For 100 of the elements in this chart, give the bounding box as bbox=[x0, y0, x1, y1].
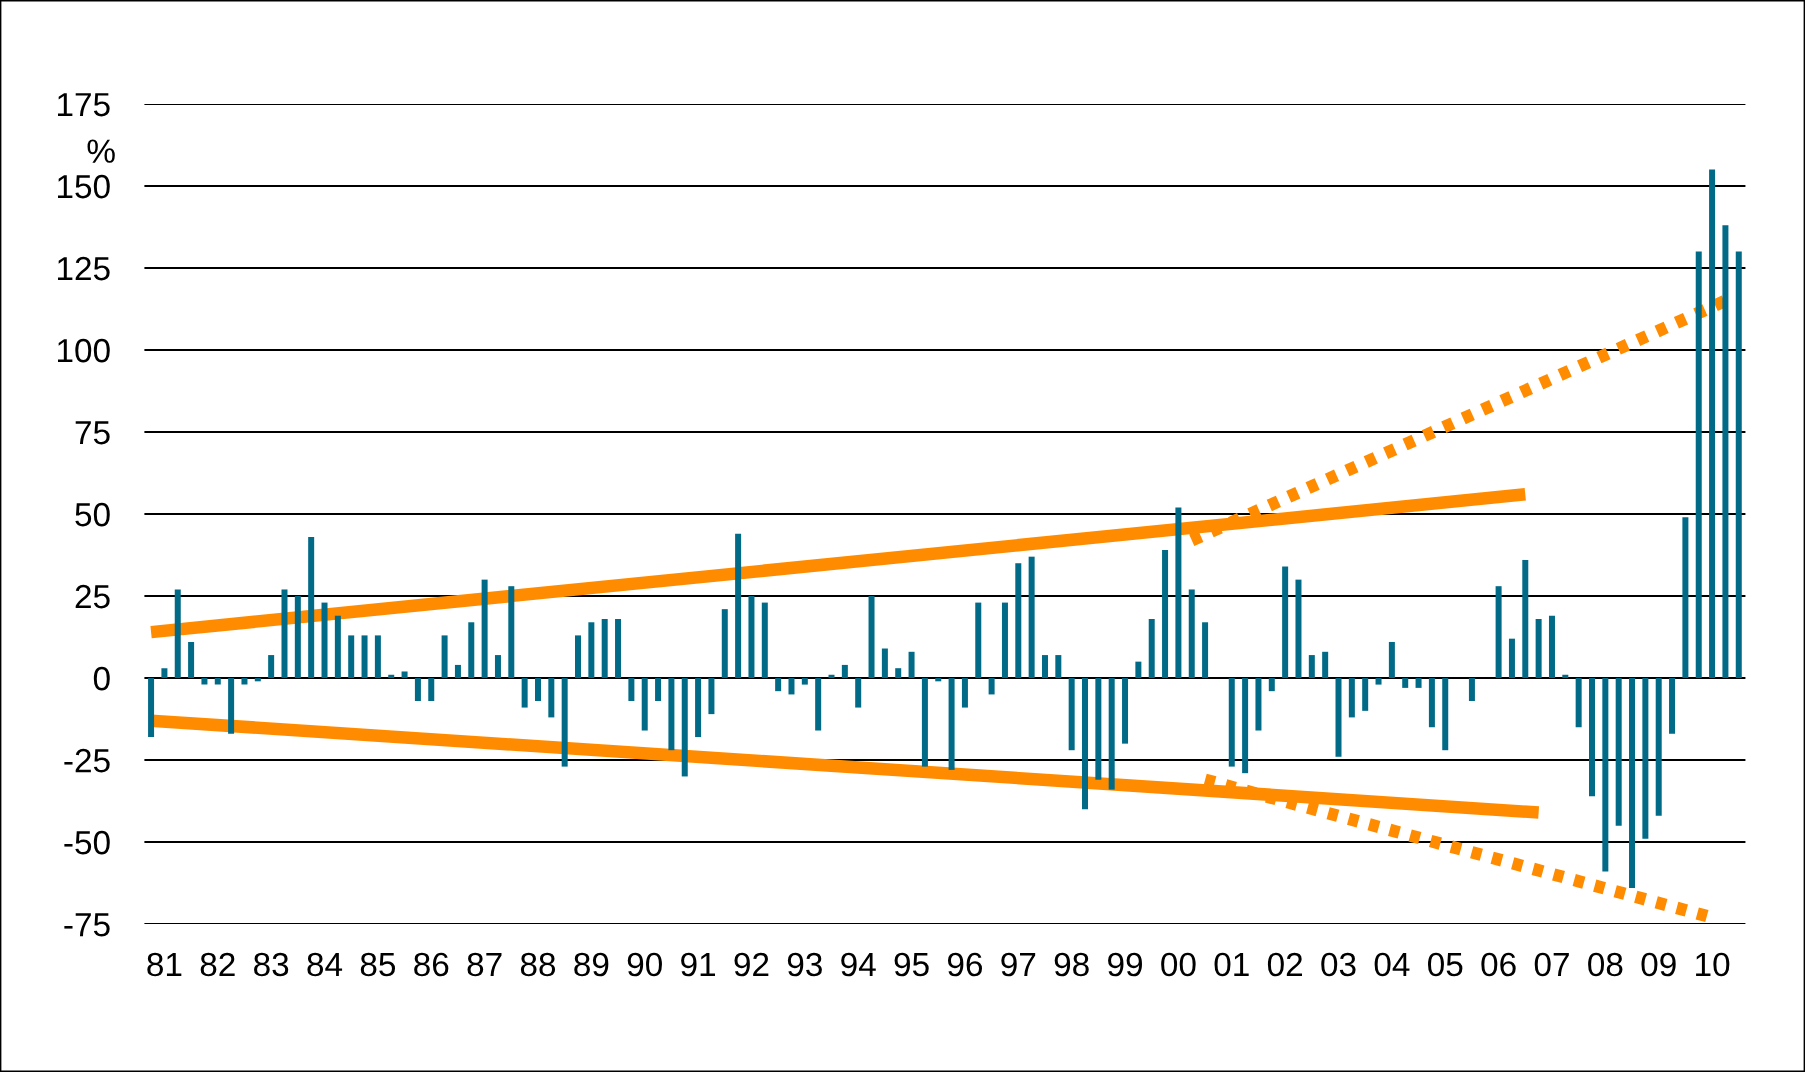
bar bbox=[908, 651, 915, 679]
bar bbox=[1255, 678, 1262, 731]
y-tick-label: 25 bbox=[75, 584, 110, 609]
bar bbox=[668, 678, 675, 751]
x-tick-label: 92 bbox=[734, 952, 769, 977]
bar bbox=[1548, 615, 1555, 679]
x-tick-label: 86 bbox=[414, 952, 449, 977]
bar bbox=[708, 678, 715, 715]
bar bbox=[454, 664, 461, 679]
bar bbox=[294, 596, 301, 679]
bar bbox=[428, 678, 435, 701]
bar bbox=[601, 618, 608, 679]
x-tick-label: 85 bbox=[360, 952, 396, 977]
y-tick-label: 175 bbox=[58, 93, 110, 117]
bar bbox=[1202, 622, 1209, 679]
y-tick-label: 125 bbox=[58, 256, 110, 281]
bar bbox=[1388, 641, 1395, 679]
x-tick-label: 01 bbox=[1214, 952, 1249, 977]
bar bbox=[1362, 678, 1369, 711]
bar bbox=[548, 678, 555, 718]
bar bbox=[521, 678, 528, 708]
bar bbox=[1162, 550, 1169, 679]
bar bbox=[1095, 678, 1102, 780]
bar bbox=[575, 635, 582, 679]
bar bbox=[148, 678, 155, 738]
bar bbox=[761, 602, 768, 679]
x-tick-label: 00 bbox=[1161, 952, 1196, 977]
bar bbox=[1108, 678, 1115, 790]
bar bbox=[695, 678, 702, 738]
bar bbox=[508, 586, 515, 679]
bar bbox=[1495, 586, 1502, 679]
bar bbox=[828, 674, 835, 679]
bar bbox=[468, 622, 475, 679]
bar bbox=[441, 635, 448, 679]
y-tick-label: -25 bbox=[64, 748, 110, 773]
bar bbox=[855, 678, 862, 708]
x-tick-label: 87 bbox=[467, 952, 502, 977]
y-tick-label: -75 bbox=[64, 913, 110, 937]
x-tick-label: 91 bbox=[681, 952, 715, 977]
bar bbox=[1308, 655, 1315, 679]
x-tick-label: 81 bbox=[147, 952, 182, 977]
bar bbox=[1655, 678, 1662, 816]
bar bbox=[188, 641, 195, 679]
bar bbox=[775, 678, 782, 692]
y-tick-label: -50 bbox=[64, 830, 110, 855]
bar bbox=[281, 589, 288, 679]
x-tick-label: 95 bbox=[894, 952, 929, 977]
bar bbox=[1402, 678, 1409, 688]
bar bbox=[961, 678, 968, 708]
bar bbox=[1735, 251, 1742, 679]
y-tick-label: 50 bbox=[75, 502, 110, 527]
bar bbox=[1082, 678, 1089, 810]
bar bbox=[868, 596, 875, 679]
x-tick-label: 88 bbox=[520, 952, 556, 977]
x-tick-label: 06 bbox=[1481, 952, 1516, 977]
bar bbox=[1295, 579, 1302, 679]
bar bbox=[1282, 566, 1289, 679]
bar bbox=[748, 596, 755, 679]
x-tick-label: 10 bbox=[1696, 952, 1730, 977]
bar bbox=[735, 533, 742, 679]
bar bbox=[615, 618, 622, 679]
bar bbox=[1041, 655, 1048, 679]
bar bbox=[1135, 661, 1142, 679]
bar bbox=[481, 579, 488, 679]
bar bbox=[534, 678, 541, 701]
bar bbox=[1709, 169, 1716, 679]
bar bbox=[1148, 618, 1155, 679]
bar bbox=[641, 678, 648, 731]
bar bbox=[348, 635, 355, 679]
bar bbox=[228, 678, 235, 734]
bar bbox=[1722, 225, 1729, 679]
bar bbox=[1629, 678, 1636, 888]
bar bbox=[1508, 638, 1515, 679]
x-tick-label: 90 bbox=[627, 952, 662, 977]
bar bbox=[1602, 678, 1609, 872]
bar bbox=[1122, 678, 1129, 744]
bar bbox=[1522, 559, 1529, 679]
bar bbox=[841, 664, 848, 679]
bar bbox=[361, 635, 368, 679]
bar bbox=[1682, 517, 1689, 679]
bar bbox=[414, 678, 421, 701]
x-tick-label: 02 bbox=[1267, 952, 1302, 977]
bar bbox=[1562, 674, 1569, 679]
bar bbox=[1468, 678, 1475, 701]
bar bbox=[1695, 251, 1702, 679]
x-tick-label: 83 bbox=[254, 952, 289, 977]
x-tick-label: 08 bbox=[1588, 952, 1623, 977]
bar bbox=[388, 674, 395, 679]
x-tick-label: 04 bbox=[1374, 952, 1410, 977]
bar bbox=[241, 678, 248, 685]
bar bbox=[801, 678, 808, 685]
bar bbox=[268, 655, 275, 679]
bar bbox=[628, 678, 635, 701]
bar bbox=[948, 678, 955, 770]
bar bbox=[655, 678, 662, 701]
bar bbox=[1268, 678, 1275, 692]
bar bbox=[1615, 678, 1622, 826]
bar bbox=[1348, 678, 1355, 718]
bar bbox=[1589, 678, 1595, 797]
bar bbox=[921, 678, 928, 767]
